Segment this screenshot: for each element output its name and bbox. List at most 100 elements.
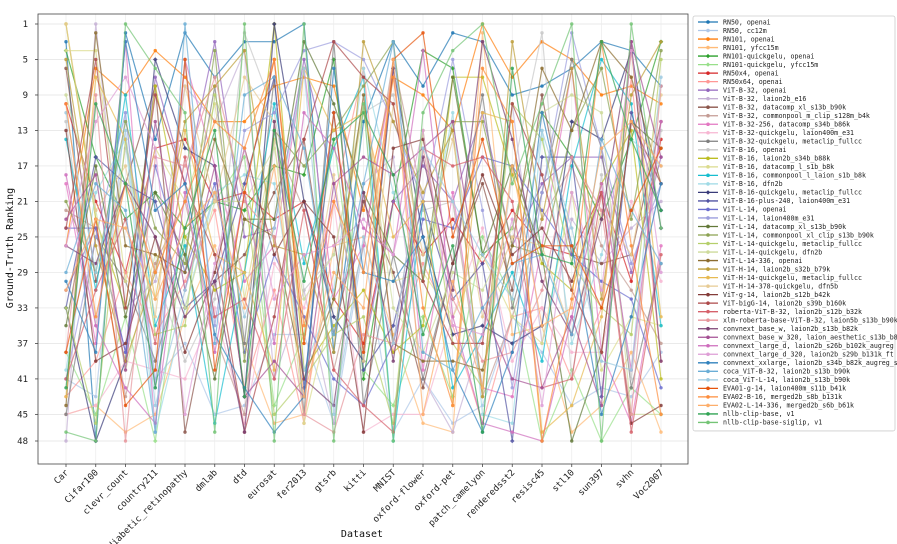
data-point <box>213 190 217 195</box>
data-point <box>391 341 395 346</box>
data-point <box>510 386 514 390</box>
data-point <box>451 235 455 239</box>
data-point <box>64 288 68 292</box>
data-point <box>659 386 663 390</box>
data-point <box>629 93 633 97</box>
legend-marker <box>706 182 710 186</box>
data-point <box>123 368 128 372</box>
data-point <box>183 155 187 159</box>
data-point <box>153 315 157 319</box>
data-point <box>361 75 366 79</box>
data-point <box>629 350 633 354</box>
data-point <box>64 48 68 53</box>
y-tick-label: 5 <box>23 55 28 65</box>
data-point <box>213 164 217 168</box>
legend-label: ViT-L-14, datacomp_xl_s13b_b90k <box>723 223 846 231</box>
data-point <box>302 199 306 204</box>
legend-item: nllb-clip-base, v1 <box>698 410 794 418</box>
data-point <box>152 57 158 62</box>
data-point <box>599 439 604 443</box>
data-point <box>451 119 455 124</box>
data-point <box>153 386 157 390</box>
data-point <box>153 146 157 150</box>
data-point <box>451 288 455 292</box>
data-point <box>272 377 276 381</box>
legend-item: EVA02-L-14-336, merged2b_s6b_b61k <box>698 402 854 410</box>
data-point <box>540 386 544 390</box>
data-point <box>570 226 574 230</box>
data-point <box>480 323 485 328</box>
legend-item: ViT-B-16, openai <box>698 146 787 154</box>
data-point <box>302 208 306 213</box>
data-point <box>539 154 545 160</box>
data-point <box>213 252 217 257</box>
legend-item: ViT-H-14-378-quickgelu, dfn5b <box>698 282 838 290</box>
legend-label: ViT-B-32-256, datacomp_s34b_b86k <box>723 121 850 129</box>
legend-item: ViT-L-14, commonpool_xl_clip_s13b_b90k <box>698 231 874 239</box>
legend-item: ViT-bigG-14, laion2b_s39b_b160k <box>698 299 846 307</box>
data-point <box>391 199 395 204</box>
legend-marker <box>706 292 710 297</box>
legend-marker <box>706 45 710 50</box>
data-point <box>629 137 633 142</box>
data-point <box>421 93 425 97</box>
data-point <box>153 84 157 88</box>
data-point <box>242 279 247 283</box>
data-point <box>272 288 276 292</box>
legend-item: ViT-H-14, laion2b_s32b_b79k <box>698 265 830 273</box>
legend-marker <box>706 395 710 399</box>
data-point <box>570 306 574 310</box>
data-point <box>599 66 604 71</box>
data-point <box>540 341 544 346</box>
data-point <box>361 306 366 310</box>
legend-label: nllb-clip-base-siglip, v1 <box>723 419 822 427</box>
data-point <box>451 164 455 168</box>
x-tick-label: patch_camelyon <box>427 468 488 529</box>
data-point <box>629 394 633 399</box>
data-point <box>480 394 485 399</box>
data-point <box>332 173 336 177</box>
data-point <box>629 332 633 337</box>
data-point <box>94 439 98 443</box>
data-point <box>599 182 604 186</box>
data-point <box>570 332 574 337</box>
legend-label: ViT-B-16, dfn2b <box>723 180 783 188</box>
data-point <box>540 84 544 88</box>
data-point <box>659 119 663 124</box>
data-point <box>599 261 604 266</box>
series-lines <box>63 21 664 444</box>
data-point <box>153 208 157 213</box>
y-tick-label: 41 <box>17 375 28 385</box>
data-point <box>302 57 306 62</box>
legend-marker <box>706 301 710 305</box>
data-point <box>391 146 395 150</box>
data-point <box>570 66 574 71</box>
data-point <box>272 164 276 168</box>
data-point <box>332 252 336 257</box>
data-point <box>242 190 247 195</box>
data-point <box>361 288 366 292</box>
data-point <box>183 190 187 195</box>
data-point <box>480 208 485 213</box>
y-axis-ticks: 1 5 9 13 17 21 25 29 33 37 41 45 48 <box>17 20 38 447</box>
data-point <box>272 341 276 346</box>
data-point <box>123 350 128 354</box>
data-point <box>123 226 128 230</box>
data-point <box>183 341 187 346</box>
data-point <box>480 93 485 97</box>
data-point <box>183 182 187 186</box>
legend-item: RN50x4, openai <box>698 69 779 77</box>
data-point <box>421 350 425 354</box>
data-point <box>64 57 68 62</box>
data-point <box>659 244 663 248</box>
data-point <box>570 57 574 62</box>
data-point <box>153 261 157 266</box>
data-point <box>94 57 98 62</box>
data-point <box>509 438 515 444</box>
data-point <box>64 102 68 106</box>
x-tick-label: Voc2007 <box>632 468 666 502</box>
data-point <box>391 439 395 443</box>
data-point <box>183 57 187 62</box>
data-point <box>361 57 366 62</box>
data-point <box>272 359 276 363</box>
